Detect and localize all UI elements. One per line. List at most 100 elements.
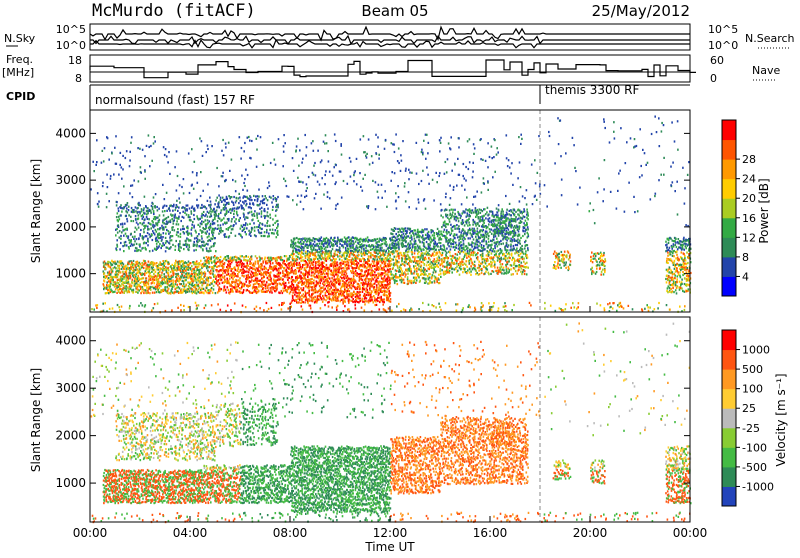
power-cell-4664: [508, 244, 510, 246]
power-cell-4673: [509, 257, 511, 259]
power-cell-3822: [439, 282, 441, 284]
power-cell-4103: [463, 258, 465, 260]
power-cell-4022: [455, 268, 457, 270]
power-cell-3189: [386, 291, 388, 293]
power-cell-4682: [510, 268, 512, 270]
power-cell-2670: [355, 270, 357, 272]
power-cell-909: [207, 289, 209, 291]
power-cell-4885: [527, 247, 529, 249]
power-cell-2060: [318, 254, 320, 256]
power-cell-4222: [472, 254, 474, 256]
freq-left-tick-top: 18: [68, 54, 82, 67]
power-cell-1069: [227, 266, 229, 268]
power-cell-2573: [348, 265, 350, 267]
power-cell-1718: [296, 249, 298, 251]
power-cell-3948: [449, 221, 451, 223]
power-cell-2052: [317, 282, 319, 284]
power-cell-808: [195, 266, 197, 268]
power-cell-2216: [328, 293, 330, 295]
power-cell-3362: [398, 257, 400, 259]
power-cell-2166: [325, 294, 327, 296]
power-cell-3885: [444, 229, 446, 231]
power-cell-4917: [119, 218, 121, 220]
power-cell-4228: [472, 224, 474, 226]
power-cell-2992: [374, 255, 376, 257]
power-cell-1539: [283, 290, 285, 292]
power-cell-4201: [470, 258, 472, 260]
power-cell-2402: [338, 271, 340, 273]
power-cell-3548: [414, 268, 416, 270]
power-cell-1135: [234, 266, 236, 268]
power-cell-565: [168, 288, 170, 290]
power-cell-2575: [349, 256, 351, 258]
power-cell-2537: [347, 275, 349, 277]
power-cell-4578: [500, 213, 502, 215]
sky-left-label: N.Sky: [4, 32, 36, 45]
power-cell-1541: [283, 281, 285, 283]
power-cell-1005: [219, 282, 221, 284]
power-cell-4912: [118, 216, 120, 218]
power-cell-4020: [454, 213, 456, 215]
power-cell-3726: [429, 266, 431, 268]
power-cell-1649: [292, 279, 294, 281]
power-cell-4113: [462, 222, 464, 224]
power-cell-547: [166, 278, 168, 280]
power-cell-1552: [284, 267, 286, 269]
power-cell-449: [155, 275, 157, 277]
power-cell-2659: [353, 254, 355, 256]
power-cell-4858: [524, 216, 526, 218]
power-cell-957: [213, 285, 215, 287]
power-cell-1714: [296, 264, 298, 266]
power-cell-4732: [514, 262, 516, 264]
power-cell-1259: [249, 258, 251, 260]
station-title: McMurdo (fitACF): [92, 1, 256, 21]
power-cell-4718: [514, 258, 516, 260]
power-cell-3876: [443, 274, 445, 276]
power-cell-1790: [301, 259, 303, 261]
power-cell-4249: [474, 232, 476, 234]
power-cell-500: [161, 289, 163, 291]
power-cell-3062: [378, 260, 380, 262]
power-cell-1799: [303, 293, 305, 295]
power-cell-743: [188, 269, 190, 271]
power-cell-1322: [257, 278, 259, 280]
power-cell-376: [146, 281, 148, 283]
power-cell-3792: [436, 278, 438, 280]
power-cell-3363: [398, 255, 400, 257]
power-cell-4835: [522, 218, 524, 220]
power-cell-3471: [407, 280, 409, 282]
power-cell-4609: [503, 236, 505, 238]
power-cell-2580: [349, 300, 351, 302]
power-cell-3313: [395, 273, 397, 275]
power-cell-2388: [337, 274, 339, 276]
power-cell-4580: [501, 272, 503, 274]
power-cell-1049: [225, 289, 227, 291]
power-cell-2555: [348, 282, 350, 284]
power-cell-191: [125, 282, 127, 284]
power-cell-1708: [296, 292, 298, 294]
power-cell-446: [155, 286, 157, 288]
power-cell-4127: [464, 268, 466, 270]
power-cell-2866: [366, 253, 368, 255]
power-cell-3997: [454, 268, 456, 270]
power-cell-4515: [497, 245, 499, 247]
power-cell-3195: [387, 273, 389, 275]
power-cell-593: [171, 275, 173, 277]
power-cell-4945: [125, 241, 127, 243]
power-cell-1566: [285, 285, 287, 287]
power-cell-2009: [315, 264, 317, 266]
power-cell-4902: [116, 244, 118, 246]
power-cell-4583: [501, 250, 503, 252]
power-cell-2932: [370, 272, 372, 274]
power-cell-2718: [358, 262, 360, 264]
power-cell-1568: [286, 269, 288, 271]
power-cell-1698: [295, 272, 297, 274]
power-cell-2976: [374, 265, 376, 267]
power-cell-609: [173, 273, 175, 275]
power-cell-441: [154, 279, 156, 281]
power-cell-3816: [437, 266, 439, 268]
power-cell-2471: [342, 244, 344, 246]
power-cell-1642: [291, 241, 293, 243]
power-cell-2397: [338, 293, 340, 295]
power-cell-3323: [395, 228, 397, 230]
